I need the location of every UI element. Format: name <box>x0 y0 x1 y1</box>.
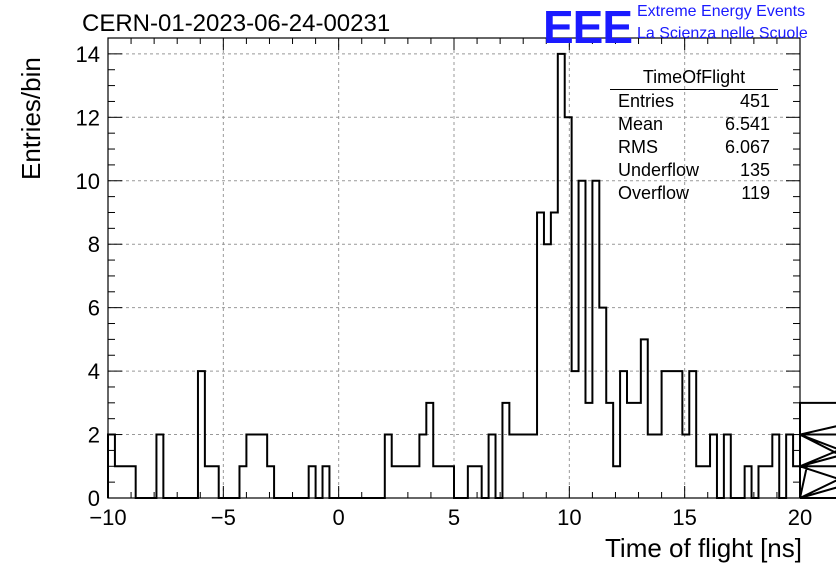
stats-box: TimeOfFlight Entries 451 Mean 6.541 RMS … <box>610 67 778 205</box>
y-tick-label: 0 <box>88 486 100 511</box>
logo-line-1: Extreme Energy Events <box>637 3 806 20</box>
stats-row-underflow: Underflow 135 <box>610 159 778 182</box>
axis-tick-labels: −10 −5 0 5 10 15 20 0 2 4 6 8 10 12 14 <box>76 42 813 530</box>
eee-logo: EEE <box>543 1 633 53</box>
logo-line-2: La Scienza nelle Scuole <box>637 25 808 42</box>
stats-row-entries: Entries 451 <box>610 90 778 113</box>
stats-row-rms: RMS 6.067 <box>610 136 778 159</box>
y-tick-label: 8 <box>88 232 100 257</box>
x-tick-label: 5 <box>448 505 460 530</box>
stats-label: RMS <box>618 137 658 157</box>
x-tick-label: 15 <box>672 505 696 530</box>
stats-label: Mean <box>618 114 664 134</box>
stats-value: 6.541 <box>724 114 770 134</box>
y-tick-label: 12 <box>76 105 100 130</box>
y-axis-label: Entries/bin <box>16 57 46 180</box>
x-tick-label: −5 <box>211 505 236 530</box>
x-tick-label: 20 <box>788 505 812 530</box>
x-tick-label: 10 <box>557 505 581 530</box>
stats-label: Entries <box>618 91 675 111</box>
y-tick-label: 2 <box>88 423 100 448</box>
y-tick-label: 6 <box>88 296 100 321</box>
y-tick-label: 10 <box>76 169 100 194</box>
y-tick-label: 14 <box>76 42 100 67</box>
x-tick-label: 0 <box>333 505 345 530</box>
histogram-line <box>107 52 836 499</box>
y-tick-label: 4 <box>88 359 100 384</box>
stats-value: 119 <box>741 183 770 203</box>
stats-value: 451 <box>739 91 770 111</box>
x-axis-label: Time of flight [ns] <box>605 533 802 563</box>
axis-ticks <box>107 37 801 499</box>
x-tick-label: −10 <box>89 505 126 530</box>
stats-row-overflow: Overflow 119 <box>610 182 778 205</box>
stats-value: 135 <box>739 160 770 180</box>
stats-value: 6.067 <box>724 137 770 157</box>
run-title: CERN-01-2023-06-24-00231 <box>82 10 391 37</box>
stats-label: Overflow <box>618 183 690 203</box>
stats-title: TimeOfFlight <box>610 67 778 90</box>
stats-row-mean: Mean 6.541 <box>610 113 778 136</box>
stats-label: Underflow <box>618 160 700 180</box>
